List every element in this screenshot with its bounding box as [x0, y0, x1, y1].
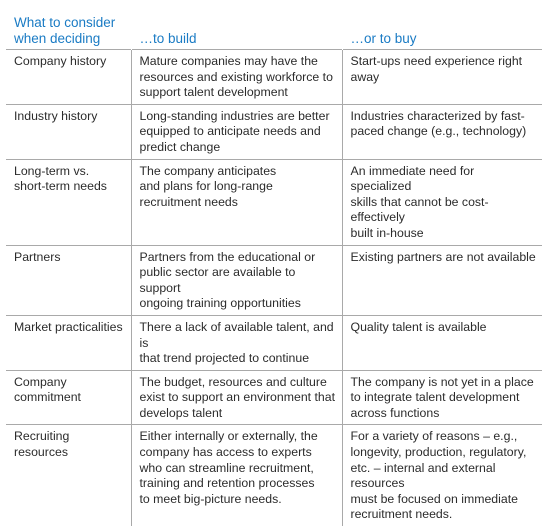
table-row: Long-term vs. short-term needs The compa…	[6, 158, 542, 246]
build-cell: Either internally or externally, the com…	[130, 424, 342, 526]
build-cell: Mature companies may have the resources …	[130, 49, 342, 105]
build-vs-buy-table: What to consider when deciding …to build…	[6, 15, 542, 526]
factor-cell: Company history	[6, 49, 131, 105]
factor-cell: Recruiting resources	[6, 424, 131, 526]
table-row: Company history Mature companies may hav…	[6, 49, 542, 105]
build-cell: The company anticipates and plans for lo…	[130, 158, 342, 246]
factor-cell: Long-term vs. short-term needs	[6, 158, 131, 246]
build-cell: Long-standing industries are better equi…	[130, 103, 342, 160]
table-row: Company commitment The budget, resources…	[6, 369, 542, 425]
page: What to consider when deciding …to build…	[6, 15, 542, 526]
build-cell: Partners from the educational or public …	[130, 244, 342, 316]
factor-cell: Partners	[6, 244, 131, 316]
factor-cell: Market practicalities	[6, 314, 131, 371]
buy-cell: For a variety of reasons – e.g., longevi…	[341, 424, 542, 526]
table-row: Recruiting resources Either internally o…	[6, 424, 542, 526]
factor-cell: Industry history	[6, 103, 131, 160]
table-row: Partners Partners from the educational o…	[6, 244, 542, 316]
buy-cell: The company is not yet in a place to int…	[341, 369, 542, 425]
buy-cell: Start-ups need experience right away	[341, 49, 542, 105]
header-build: …to build	[139, 31, 197, 46]
build-cell: There a lack of available talent, and is…	[130, 314, 342, 371]
header-consider: What to consider when deciding	[14, 15, 116, 46]
header-row: What to consider when deciding …to build…	[6, 15, 542, 50]
build-cell: The budget, resources and culture exist …	[130, 369, 342, 425]
buy-cell: An immediate need for specialized skills…	[341, 158, 542, 246]
factor-cell: Company commitment	[6, 369, 131, 425]
buy-cell: Industries characterized by fast- paced …	[341, 103, 542, 160]
buy-cell: Existing partners are not available	[341, 244, 542, 316]
header-buy: …or to buy	[350, 31, 417, 46]
buy-cell: Quality talent is available	[341, 314, 542, 371]
table-row: Industry history Long-standing industrie…	[6, 103, 542, 160]
table-row: Market practicalities There a lack of av…	[6, 314, 542, 371]
